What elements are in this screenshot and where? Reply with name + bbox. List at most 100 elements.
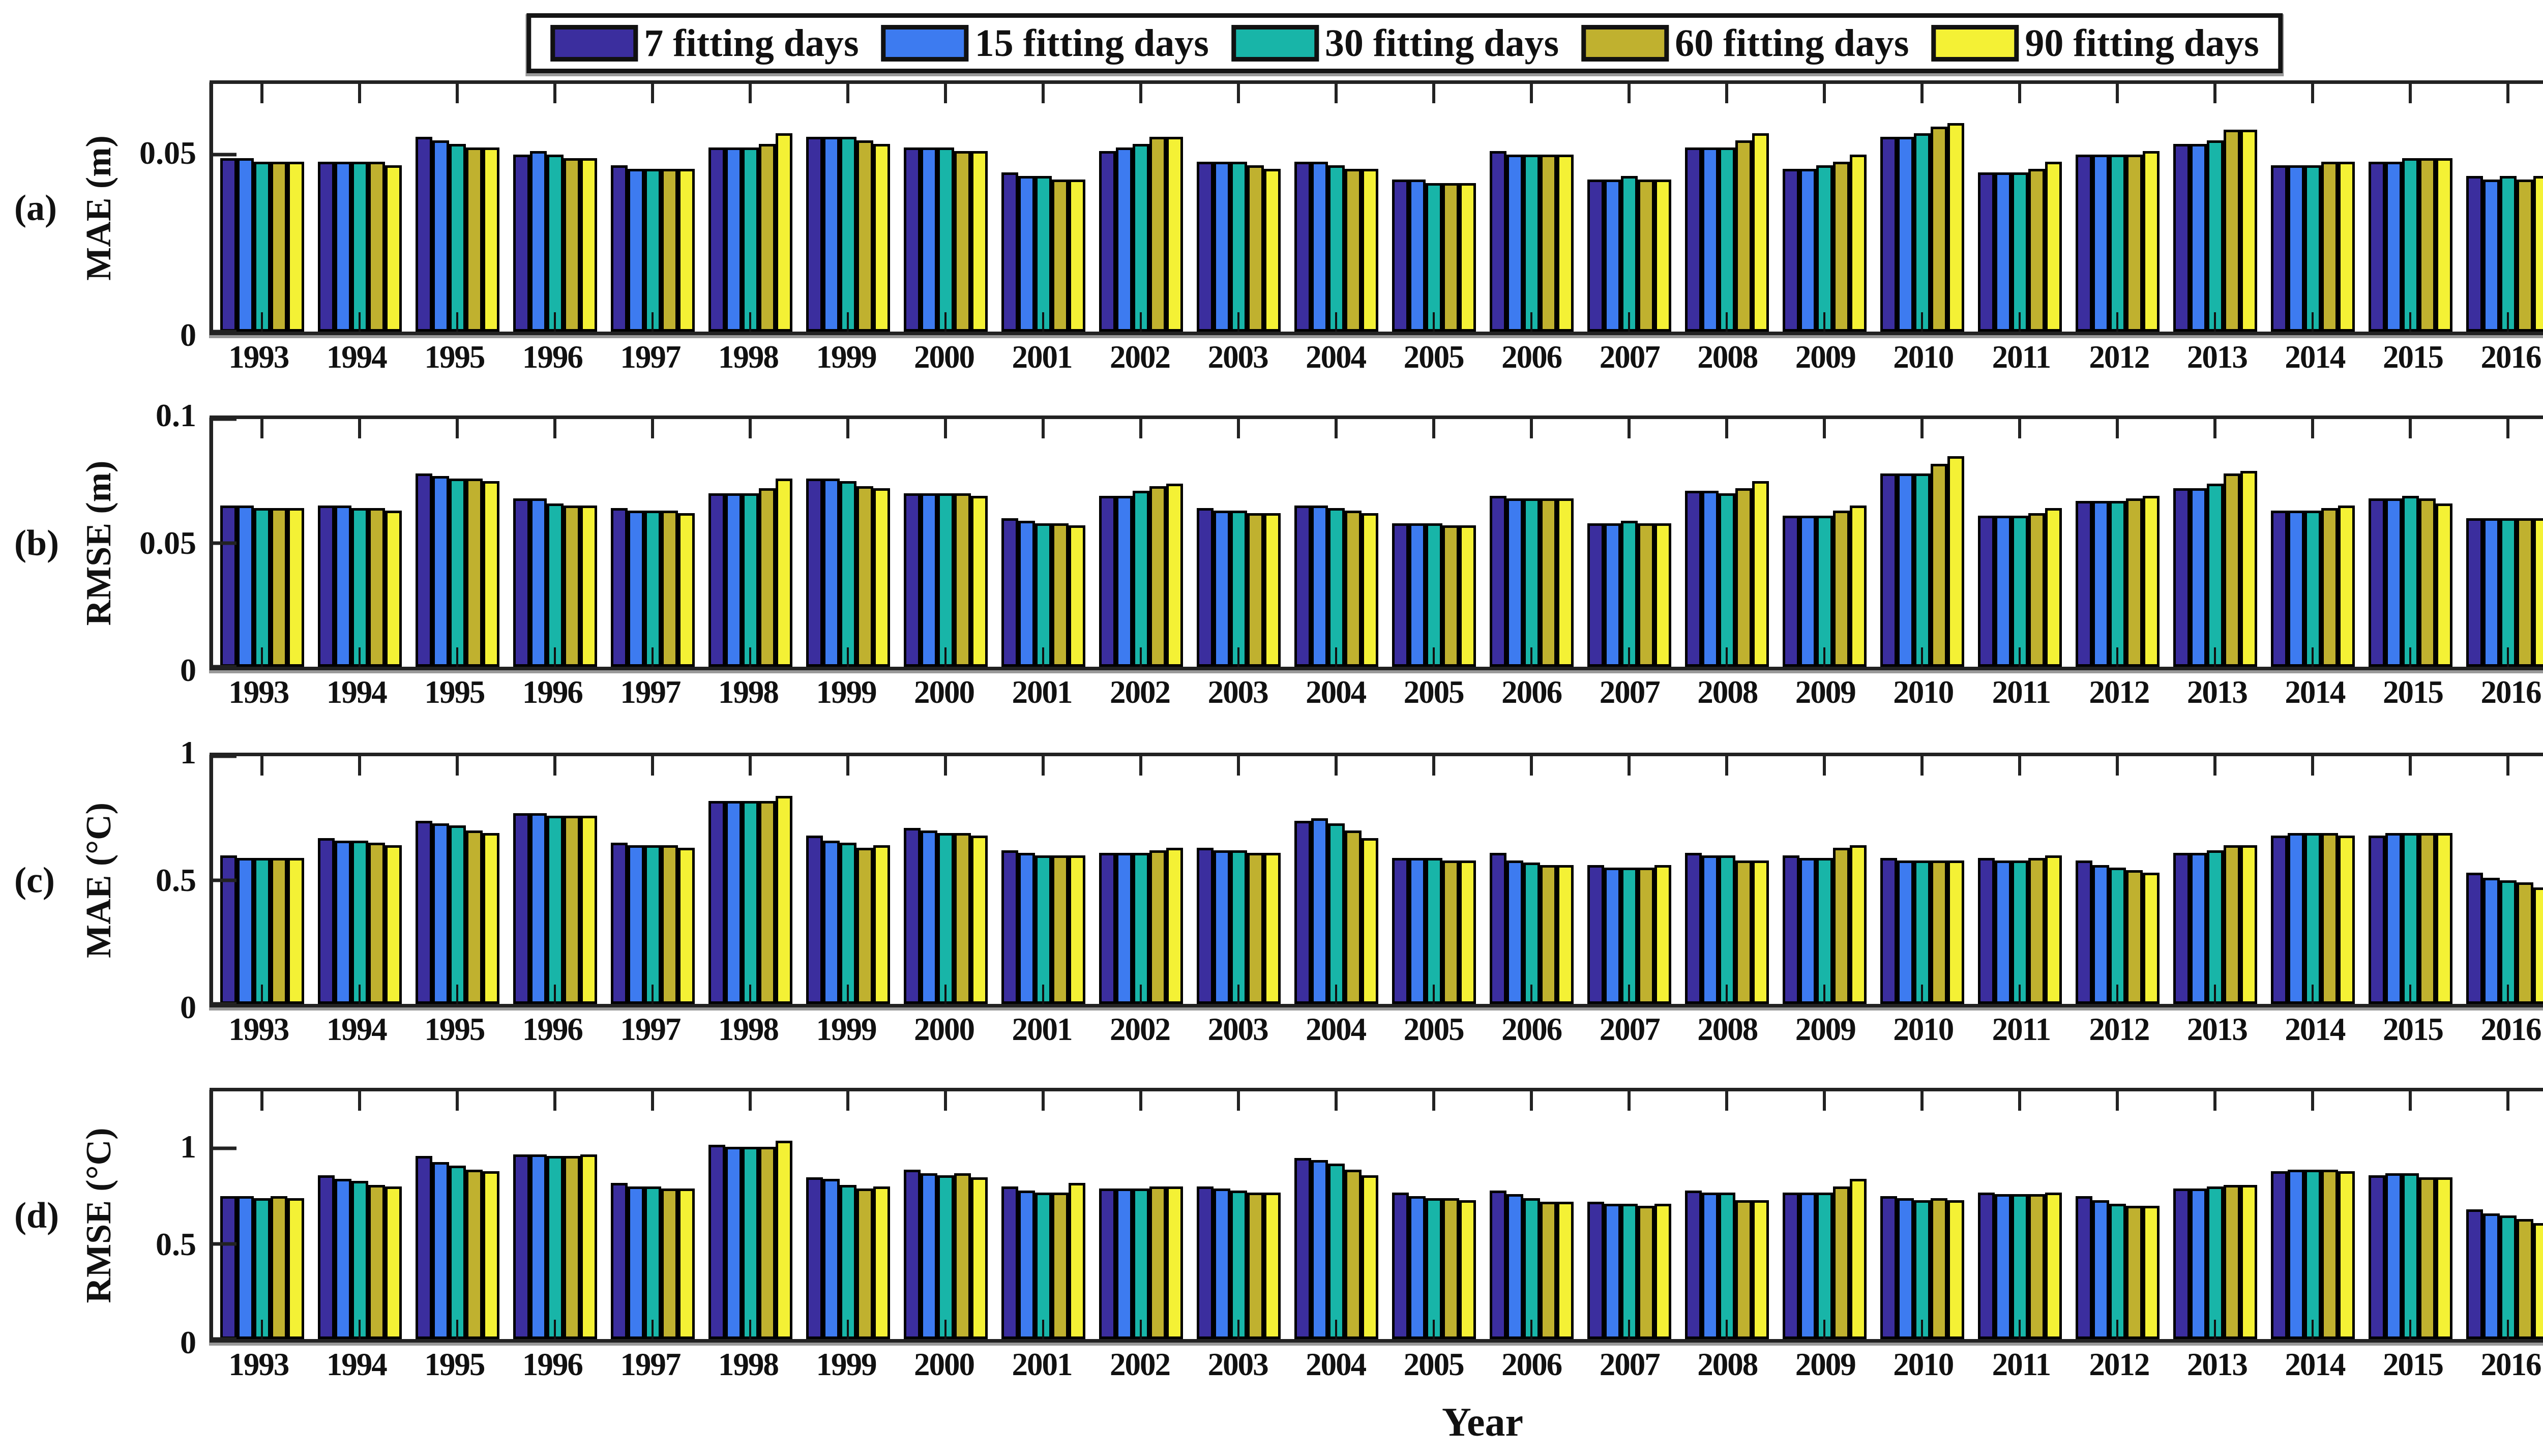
- x-tick-label-2013: 2013: [2186, 1012, 2248, 1047]
- bar-60d-2008: [1735, 1200, 1752, 1339]
- bar-15d-1997: [627, 1186, 644, 1339]
- bar-60d-2007: [1637, 179, 1654, 332]
- x-tick-label-2011: 2011: [1992, 1012, 2052, 1047]
- bar-30d-2009: [1816, 165, 1833, 332]
- bar-60d-2001: [1051, 1192, 1069, 1339]
- bar-30d-1993: [253, 857, 271, 1004]
- year-group-2009: [1776, 1091, 1873, 1339]
- bar-30d-2005: [1425, 523, 1442, 667]
- bar-30d-1995: [449, 478, 466, 667]
- x-tick-label-1993: 1993: [228, 1347, 289, 1382]
- x-tick-label-1997: 1997: [620, 1012, 681, 1047]
- bar-60d-2011: [2028, 513, 2045, 667]
- year-group-2013: [2166, 756, 2264, 1004]
- year-group-1998: [701, 756, 799, 1004]
- bar-30d-2004: [1327, 1164, 1345, 1339]
- bar-60d-2011: [2028, 168, 2045, 332]
- bar-30d-1994: [351, 508, 368, 667]
- bar-30d-1998: [742, 1146, 759, 1339]
- bar-90d-2000: [970, 151, 988, 332]
- bar-90d-2015: [2435, 833, 2452, 1004]
- year-group-2011: [1971, 1091, 2068, 1339]
- year-group-2006: [1483, 1091, 1580, 1339]
- bar-15d-2014: [2287, 511, 2304, 667]
- bar-60d-2005: [1442, 183, 1459, 332]
- bar-7d-2001: [1001, 518, 1018, 667]
- bar-15d-1994: [334, 162, 351, 332]
- bar-30d-2006: [1523, 1198, 1540, 1339]
- panel-label-d: (d): [14, 1195, 59, 1235]
- y-tick-labels: 0 0.05 0.1: [0, 399, 202, 687]
- y-tick-mark: [213, 878, 236, 882]
- bar-90d-2005: [1459, 525, 1476, 667]
- bar-90d-2008: [1752, 133, 1769, 332]
- year-group-2010: [1873, 756, 1971, 1004]
- x-tick-label-2004: 2004: [1306, 339, 1367, 375]
- year-group-2000: [897, 756, 994, 1004]
- bar-60d-2006: [1540, 865, 1557, 1004]
- bar-90d-2001: [1068, 179, 1085, 332]
- y-tick-label: 0.05: [139, 524, 196, 561]
- bar-7d-1997: [610, 508, 628, 667]
- y-tick-labels: 0 0.5 1: [0, 1088, 202, 1358]
- year-group-2010: [1873, 419, 1971, 667]
- legend-swatch-15-days: [881, 25, 969, 62]
- bar-7d-2014: [2270, 835, 2288, 1004]
- x-tick-label-2005: 2005: [1403, 1012, 1465, 1047]
- year-group-2004: [1287, 419, 1385, 667]
- bar-90d-2012: [2142, 495, 2160, 667]
- year-group-2008: [1678, 756, 1776, 1004]
- bar-7d-1996: [513, 1154, 530, 1339]
- bar-15d-2016: [2482, 518, 2500, 667]
- bar-90d-2016: [2533, 1223, 2543, 1339]
- chart-legend: 7 fitting days 15 fitting days 30 fittin…: [526, 13, 2283, 73]
- legend-label-60-days: 60 fitting days: [1675, 22, 1909, 65]
- bar-30d-2002: [1132, 1188, 1149, 1339]
- bar-7d-2003: [1196, 848, 1214, 1004]
- bar-60d-2002: [1149, 486, 1166, 667]
- panel-d-rmse-degc: (d) RMSE (°C) 0 0.5 1 1993 1994 1995 1996 1997…: [0, 1088, 2543, 1381]
- year-group-2012: [2068, 1091, 2166, 1339]
- x-tick-label-2013: 2013: [2186, 674, 2248, 710]
- x-tick-label-2016: 2016: [2480, 339, 2541, 375]
- bar-15d-1994: [334, 506, 351, 667]
- bar-15d-2009: [1799, 515, 1816, 667]
- x-tick-label-2001: 2001: [1012, 339, 1073, 375]
- year-group-1997: [604, 1091, 701, 1339]
- bar-60d-1994: [368, 162, 385, 332]
- bar-15d-2005: [1408, 1196, 1426, 1339]
- bar-7d-2009: [1782, 168, 1799, 332]
- bar-30d-2003: [1230, 511, 1247, 667]
- bar-30d-2015: [2402, 158, 2419, 332]
- bar-60d-2010: [1930, 463, 1947, 667]
- bar-90d-2014: [2338, 1171, 2355, 1339]
- bar-15d-2003: [1213, 850, 1230, 1004]
- bar-60d-2004: [1344, 511, 1362, 667]
- bar-7d-2003: [1196, 508, 1214, 667]
- bar-90d-1994: [385, 845, 402, 1004]
- x-tick-label-2006: 2006: [1501, 339, 1562, 375]
- year-group-1997: [604, 419, 701, 667]
- year-group-2000: [897, 419, 994, 667]
- x-tick-label-2015: 2015: [2382, 339, 2444, 375]
- bar-90d-2013: [2240, 1184, 2257, 1339]
- bar-30d-2012: [2109, 155, 2126, 332]
- year-group-2001: [994, 1091, 1092, 1339]
- bar-60d-2000: [954, 1173, 971, 1339]
- bar-15d-2004: [1311, 818, 1328, 1004]
- x-tick-label-1995: 1995: [424, 1347, 485, 1382]
- bar-90d-1993: [287, 857, 304, 1004]
- bar-15d-2007: [1604, 523, 1621, 667]
- bar-90d-1997: [677, 848, 695, 1004]
- bar-60d-1995: [465, 147, 483, 332]
- bar-7d-2001: [1001, 850, 1018, 1004]
- bar-15d-1994: [334, 1179, 351, 1339]
- bar-30d-1998: [742, 493, 759, 667]
- bar-60d-2013: [2223, 473, 2240, 667]
- year-group-2013: [2166, 1091, 2264, 1339]
- bar-15d-1993: [236, 158, 254, 332]
- bar-60d-2000: [954, 493, 971, 667]
- year-group-1994: [311, 84, 408, 332]
- year-group-1999: [799, 84, 897, 332]
- bar-90d-2003: [1263, 168, 1281, 332]
